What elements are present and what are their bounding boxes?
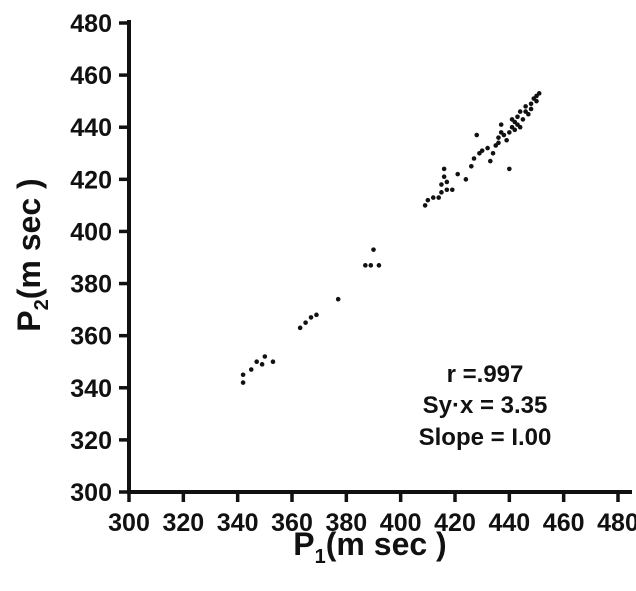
- x-tick-label: 460: [543, 509, 585, 537]
- data-point: [368, 263, 374, 268]
- data-point: [240, 380, 246, 385]
- data-point: [463, 177, 469, 182]
- y-tick-label: 300: [70, 479, 112, 507]
- data-point: [303, 320, 308, 325]
- data-point: [534, 98, 539, 104]
- x-tick-label: 340: [217, 509, 259, 537]
- data-point: [270, 359, 276, 365]
- data-point: [314, 312, 319, 318]
- data-point: [455, 171, 461, 177]
- x-tick-label: 360: [271, 509, 313, 537]
- data-point: [488, 158, 493, 164]
- data-point: [507, 166, 512, 172]
- y-axis-label-main: P: [11, 310, 47, 331]
- y-axis-label: P2(m sec ): [11, 178, 53, 331]
- data-point: [469, 164, 474, 169]
- x-ticks: 300 320 340 360 380 400 420 440 460 480: [108, 492, 636, 537]
- data-point: [425, 197, 431, 203]
- x-tick-label: 380: [325, 509, 367, 537]
- data-point: [471, 156, 477, 161]
- data-point: [479, 148, 485, 153]
- data-point: [496, 135, 501, 140]
- data-point: [371, 247, 376, 252]
- y-tick-label: 320: [70, 427, 112, 455]
- data-point: [430, 195, 436, 200]
- y-tick-label: 460: [70, 62, 112, 90]
- data-point: [536, 91, 542, 96]
- data-point: [240, 372, 246, 378]
- data-point: [490, 150, 496, 156]
- data-point: [335, 296, 341, 302]
- data-point: [496, 140, 501, 146]
- y-ticks: 300 320 340 360 380 400 420 440 460 480: [70, 10, 129, 507]
- data-point: [515, 114, 520, 120]
- data-point: [526, 111, 531, 117]
- y-tick-label: 400: [70, 218, 112, 246]
- data-point: [254, 359, 259, 365]
- data-point: [528, 101, 534, 107]
- x-tick-label: 420: [434, 509, 476, 537]
- data-point: [520, 117, 526, 122]
- data-point: [441, 174, 447, 180]
- data-point: [512, 127, 518, 133]
- data-point: [308, 315, 314, 320]
- data-point: [528, 106, 534, 112]
- y-tick-label: 440: [70, 114, 112, 142]
- axes: [127, 20, 632, 494]
- annotations: r =.997 Sy·x = 3.35 Slope = I.00: [419, 361, 552, 451]
- data-point: [485, 145, 490, 151]
- data-point: [262, 354, 268, 359]
- y-axis-label-rest: (m sec ): [11, 178, 47, 299]
- data-point: [441, 166, 447, 172]
- x-tick-label: 480: [597, 509, 636, 537]
- data-point: [436, 195, 442, 200]
- data-point: [259, 362, 265, 367]
- annotation-slope: Slope = I.00: [419, 424, 552, 451]
- data-point: [439, 190, 444, 195]
- x-axis-label-rest: (m sec ): [326, 526, 447, 562]
- y-tick-label: 420: [70, 166, 112, 194]
- data-point: [498, 122, 504, 127]
- x-axis-label-subscript: 1: [315, 546, 326, 568]
- x-tick-label: 300: [108, 509, 150, 537]
- x-tick-label: 440: [488, 509, 530, 537]
- y-axis-label-subscript: 2: [31, 299, 53, 310]
- data-point: [444, 187, 450, 193]
- data-point: [501, 132, 507, 138]
- data-point: [422, 203, 428, 208]
- data-point: [248, 367, 254, 372]
- y-tick-label: 340: [70, 375, 112, 403]
- data-point: [297, 325, 303, 331]
- x-tick-label: 400: [380, 509, 422, 537]
- data-point: [504, 137, 509, 143]
- data-point: [449, 187, 455, 193]
- data-point: [507, 130, 512, 135]
- data-point: [439, 182, 444, 187]
- data-point: [444, 179, 450, 185]
- data-point: [523, 104, 528, 109]
- data-point: [517, 124, 523, 130]
- y-tick-label: 380: [70, 271, 112, 299]
- data-point: [363, 263, 368, 268]
- data-point: [376, 263, 382, 268]
- annotation-syx: Sy·x = 3.35: [423, 392, 548, 419]
- y-tick-label: 360: [70, 323, 112, 351]
- data-point: [474, 132, 480, 138]
- annotation-r: r =.997: [447, 361, 524, 388]
- data-points: [240, 91, 542, 385]
- x-axis-label: P1(m sec ): [293, 526, 446, 568]
- y-tick-label: 480: [70, 10, 112, 38]
- x-tick-label: 320: [162, 509, 204, 537]
- x-axis-label-main: P: [293, 526, 314, 562]
- data-point: [517, 109, 523, 114]
